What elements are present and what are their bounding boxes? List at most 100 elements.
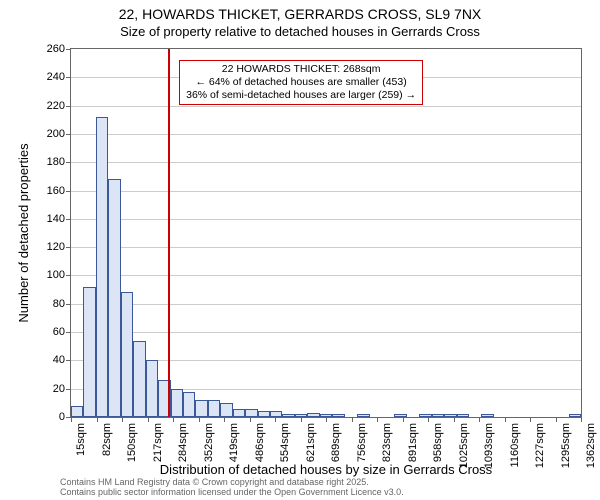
grid-line bbox=[71, 219, 581, 220]
y-tick-mark bbox=[66, 49, 71, 50]
y-tick-mark bbox=[66, 219, 71, 220]
x-tick-label: 689sqm bbox=[330, 423, 342, 462]
histogram-bar bbox=[220, 403, 232, 417]
y-tick-label: 60 bbox=[53, 326, 65, 338]
x-tick-mark bbox=[250, 417, 251, 422]
y-tick-mark bbox=[66, 332, 71, 333]
x-tick-label: 284sqm bbox=[177, 423, 189, 462]
histogram-bar bbox=[171, 389, 183, 417]
property-marker-line bbox=[168, 49, 170, 417]
x-tick-label: 150sqm bbox=[126, 423, 138, 462]
histogram-bar bbox=[569, 414, 581, 417]
x-axis-label: Distribution of detached houses by size … bbox=[70, 462, 582, 477]
annotation-callout: 22 HOWARDS THICKET: 268sqm← 64% of detac… bbox=[179, 60, 423, 105]
histogram-bar bbox=[108, 179, 120, 417]
histogram-bar bbox=[233, 409, 245, 417]
x-tick-mark bbox=[530, 417, 531, 422]
histogram-bar bbox=[245, 409, 257, 417]
y-tick-mark bbox=[66, 360, 71, 361]
x-tick-label: 958sqm bbox=[432, 423, 444, 462]
histogram-bar bbox=[133, 341, 145, 417]
x-tick-mark bbox=[71, 417, 72, 422]
histogram-bar bbox=[282, 414, 294, 417]
histogram-bar bbox=[457, 414, 469, 417]
y-tick-label: 200 bbox=[47, 128, 65, 140]
y-tick-mark bbox=[66, 77, 71, 78]
histogram-bar bbox=[183, 392, 195, 417]
x-tick-label: 486sqm bbox=[254, 423, 266, 462]
histogram-bar bbox=[270, 411, 282, 417]
footer-line-2: Contains public sector information licen… bbox=[60, 488, 404, 498]
y-tick-label: 20 bbox=[53, 383, 65, 395]
histogram-bar bbox=[432, 414, 444, 417]
y-tick-label: 160 bbox=[47, 185, 65, 197]
chart-container: 22, HOWARDS THICKET, GERRARDS CROSS, SL9… bbox=[0, 0, 600, 500]
y-tick-label: 220 bbox=[47, 100, 65, 112]
x-tick-label: 15sqm bbox=[75, 423, 87, 456]
x-tick-mark bbox=[122, 417, 123, 422]
x-tick-mark bbox=[199, 417, 200, 422]
x-tick-mark bbox=[479, 417, 480, 422]
annotation-line: 22 HOWARDS THICKET: 268sqm bbox=[186, 63, 416, 76]
histogram-bar bbox=[83, 287, 95, 417]
x-tick-mark bbox=[403, 417, 404, 422]
grid-line bbox=[71, 247, 581, 248]
y-tick-label: 240 bbox=[47, 71, 65, 83]
histogram-bar bbox=[195, 400, 207, 417]
y-tick-label: 0 bbox=[59, 411, 65, 423]
histogram-bar bbox=[481, 414, 493, 417]
footer-attribution: Contains HM Land Registry data © Crown c… bbox=[60, 478, 404, 498]
y-tick-label: 80 bbox=[53, 298, 65, 310]
histogram-bar bbox=[208, 400, 220, 417]
x-tick-mark bbox=[454, 417, 455, 422]
x-tick-label: 1160sqm bbox=[509, 423, 521, 467]
y-tick-mark bbox=[66, 106, 71, 107]
grid-line bbox=[71, 275, 581, 276]
x-tick-label: 756sqm bbox=[356, 423, 368, 462]
x-tick-label: 419sqm bbox=[228, 423, 240, 462]
y-tick-label: 140 bbox=[47, 213, 65, 225]
histogram-bar bbox=[258, 411, 270, 417]
x-tick-mark bbox=[224, 417, 225, 422]
histogram-bar bbox=[419, 414, 431, 417]
histogram-bar bbox=[71, 406, 83, 417]
x-tick-label: 352sqm bbox=[203, 423, 215, 462]
histogram-bar bbox=[146, 360, 158, 417]
title-sub: Size of property relative to detached ho… bbox=[0, 24, 600, 39]
y-tick-mark bbox=[66, 247, 71, 248]
histogram-bar bbox=[444, 414, 456, 417]
histogram-bar bbox=[357, 414, 369, 417]
y-tick-label: 260 bbox=[47, 43, 65, 55]
histogram-bar bbox=[307, 413, 319, 417]
plot-area: 02040608010012014016018020022024026015sq… bbox=[70, 48, 582, 418]
histogram-bar bbox=[121, 292, 133, 417]
y-tick-mark bbox=[66, 389, 71, 390]
x-tick-label: 621sqm bbox=[305, 423, 317, 462]
x-tick-mark bbox=[377, 417, 378, 422]
grid-line bbox=[71, 332, 581, 333]
histogram-bar bbox=[96, 117, 108, 417]
grid-line bbox=[71, 304, 581, 305]
x-tick-mark bbox=[97, 417, 98, 422]
y-tick-mark bbox=[66, 162, 71, 163]
x-tick-mark bbox=[326, 417, 327, 422]
x-tick-label: 891sqm bbox=[407, 423, 419, 462]
y-tick-label: 120 bbox=[47, 241, 65, 253]
x-tick-mark bbox=[581, 417, 582, 422]
x-tick-mark bbox=[301, 417, 302, 422]
x-tick-mark bbox=[275, 417, 276, 422]
x-tick-mark bbox=[428, 417, 429, 422]
grid-line bbox=[71, 134, 581, 135]
x-tick-label: 823sqm bbox=[381, 423, 393, 462]
y-tick-mark bbox=[66, 275, 71, 276]
histogram-bar bbox=[332, 414, 344, 417]
grid-line bbox=[71, 191, 581, 192]
x-tick-mark bbox=[148, 417, 149, 422]
grid-line bbox=[71, 106, 581, 107]
y-tick-label: 180 bbox=[47, 156, 65, 168]
histogram-bar bbox=[394, 414, 406, 417]
x-tick-label: 554sqm bbox=[279, 423, 291, 462]
y-tick-mark bbox=[66, 304, 71, 305]
x-tick-label: 217sqm bbox=[152, 423, 164, 462]
title-main: 22, HOWARDS THICKET, GERRARDS CROSS, SL9… bbox=[0, 6, 600, 22]
